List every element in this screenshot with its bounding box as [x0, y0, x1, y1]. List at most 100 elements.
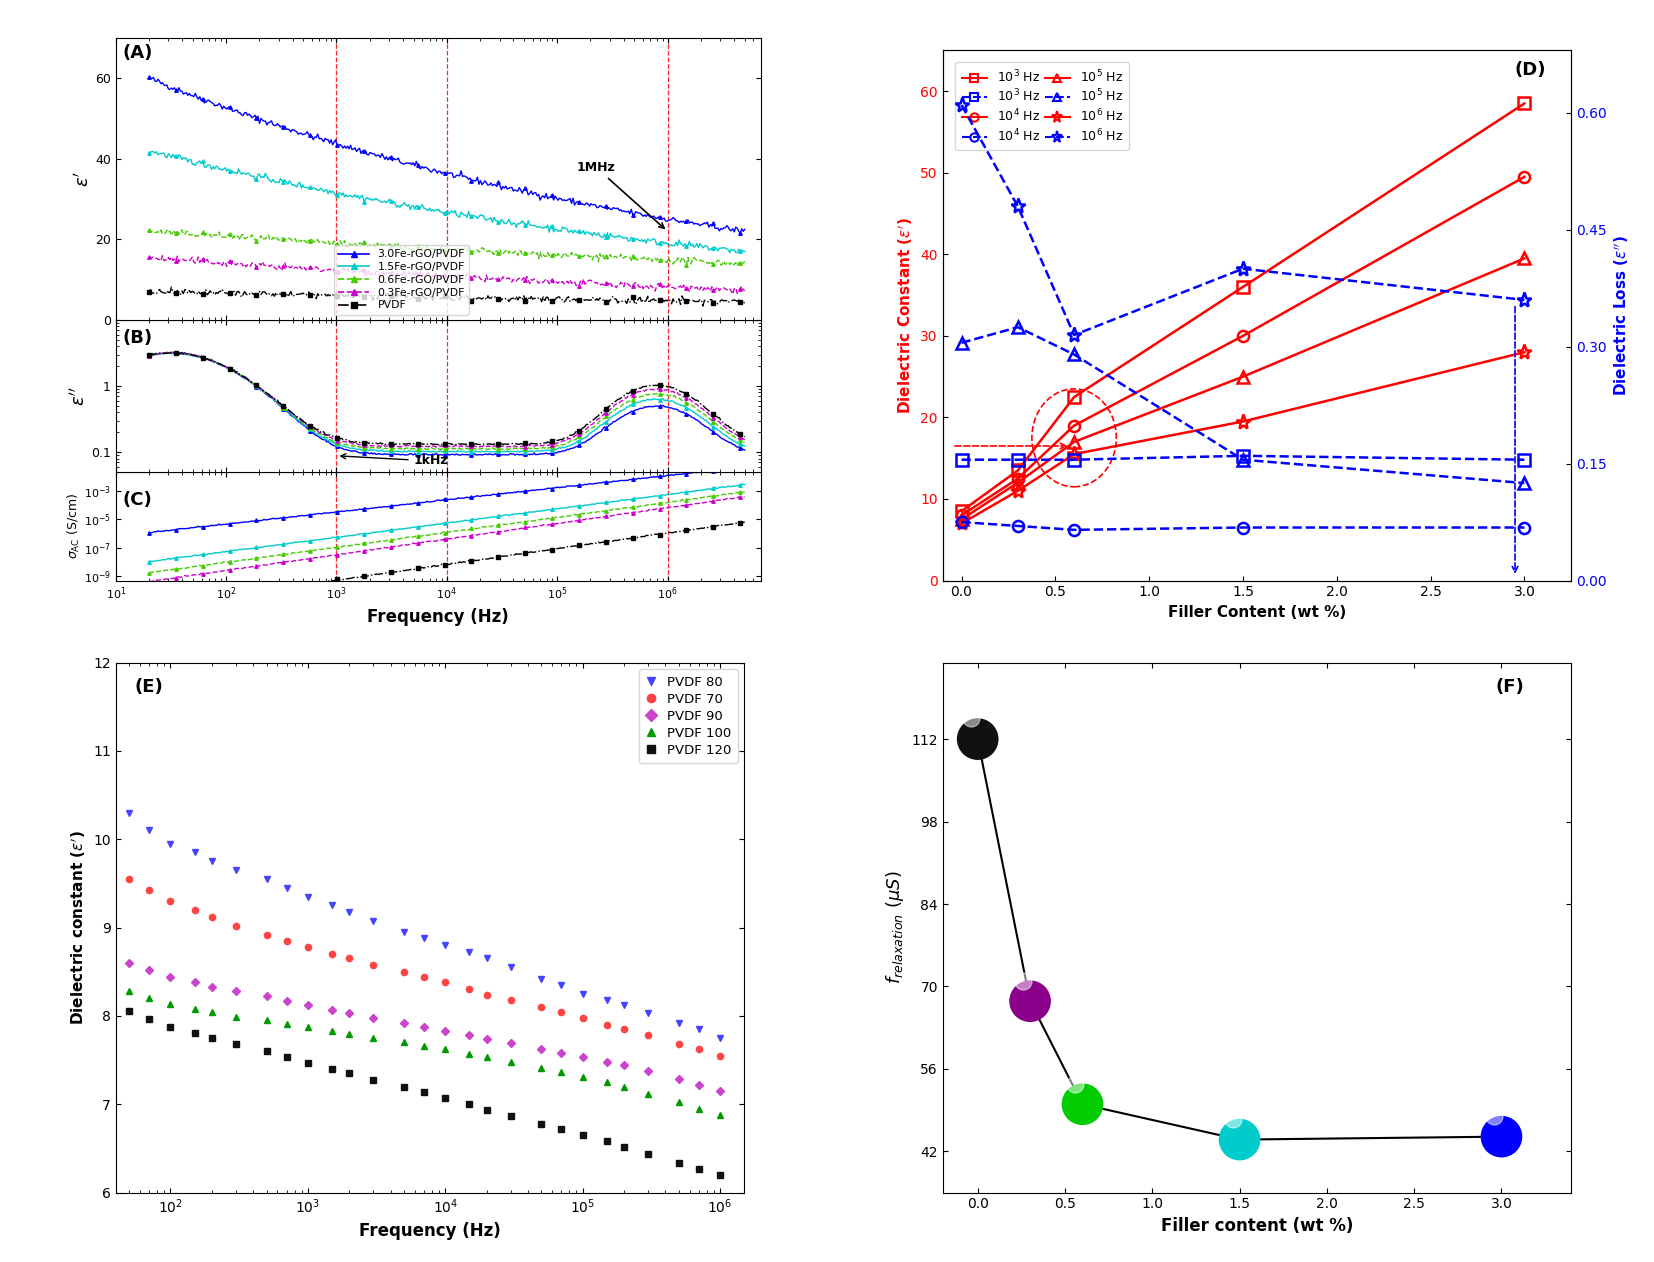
- PVDF 70: [160, 893, 180, 909]
- PVDF 120: [435, 1090, 455, 1106]
- PVDF 120: [339, 1065, 359, 1080]
- PVDF 70: [185, 902, 205, 917]
- PVDF: [377, 286, 397, 302]
- PVDF 80: [614, 998, 633, 1013]
- Text: (A): (A): [122, 44, 152, 62]
- PVDF 100: [160, 997, 180, 1012]
- PVDF 90: [323, 1002, 342, 1017]
- Point: [1226, 1129, 1252, 1150]
- PVDF 100: [364, 1031, 384, 1046]
- 0.3Fe-rGO/PVDF: [574, 271, 594, 286]
- PVDF 80: [501, 959, 521, 974]
- 0.3Fe-rGO/PVDF: [334, 261, 354, 276]
- PVDF 100: [119, 983, 139, 998]
- 0.6Fe-rGO/PVDF: [334, 233, 354, 249]
- PVDF: [139, 284, 159, 299]
- PVDF: [516, 293, 536, 308]
- PVDF 90: [710, 1083, 729, 1098]
- PVDF 70: [339, 952, 359, 967]
- PVDF 80: [185, 846, 205, 861]
- PVDF 70: [435, 974, 455, 989]
- 1.5Fe-rGO/PVDF: [726, 245, 746, 260]
- PVDF 100: [256, 1013, 276, 1029]
- PVDF 100: [460, 1046, 480, 1061]
- 0.3Fe-rGO/PVDF: [516, 273, 536, 288]
- PVDF 90: [339, 1006, 359, 1021]
- PVDF 80: [364, 912, 384, 928]
- Point: [1219, 1109, 1245, 1129]
- Y-axis label: Dielectric constant ($\varepsilon^\prime$): Dielectric constant ($\varepsilon^\prime…: [69, 830, 88, 1025]
- PVDF 70: [139, 883, 159, 899]
- PVDF: [334, 289, 354, 304]
- PVDF 90: [476, 1031, 496, 1046]
- 1.5Fe-rGO/PVDF: [571, 223, 590, 239]
- 3.0Fe-rGO/PVDF: [734, 222, 754, 237]
- Legend: 3.0Fe-rGO/PVDF, 1.5Fe-rGO/PVDF, 0.6Fe-rGO/PVDF, 0.3Fe-rGO/PVDF, PVDF: 3.0Fe-rGO/PVDF, 1.5Fe-rGO/PVDF, 0.6Fe-rG…: [334, 245, 470, 314]
- 0.6Fe-rGO/PVDF: [212, 230, 232, 245]
- PVDF 100: [394, 1035, 414, 1050]
- PVDF 100: [435, 1042, 455, 1058]
- PVDF 90: [160, 969, 180, 984]
- PVDF 120: [202, 1031, 222, 1046]
- 0.6Fe-rGO/PVDF: [172, 222, 192, 237]
- PVDF 70: [501, 992, 521, 1007]
- X-axis label: Frequency (Hz): Frequency (Hz): [359, 1222, 501, 1239]
- Legend: PVDF 80, PVDF 70, PVDF 90, PVDF 100, PVDF 120: PVDF 80, PVDF 70, PVDF 90, PVDF 100, PVD…: [638, 669, 738, 764]
- PVDF 120: [572, 1128, 592, 1143]
- PVDF 80: [460, 945, 480, 960]
- PVDF 80: [710, 1031, 729, 1046]
- PVDF 70: [414, 969, 433, 984]
- PVDF 120: [160, 1018, 180, 1034]
- PVDF 100: [551, 1064, 571, 1079]
- PVDF 80: [690, 1022, 710, 1037]
- PVDF 100: [501, 1054, 521, 1069]
- PVDF 120: [710, 1167, 729, 1182]
- PVDF 120: [476, 1102, 496, 1117]
- PVDF 120: [119, 1005, 139, 1020]
- PVDF 120: [531, 1116, 551, 1131]
- PVDF 100: [227, 1010, 246, 1025]
- 3.0Fe-rGO/PVDF: [569, 194, 589, 209]
- PVDF 80: [227, 863, 246, 878]
- PVDF 120: [460, 1097, 480, 1112]
- PVDF 120: [394, 1079, 414, 1094]
- PVDF 80: [668, 1016, 688, 1031]
- PVDF 100: [690, 1100, 710, 1117]
- PVDF 120: [139, 1012, 159, 1027]
- PVDF 90: [276, 993, 296, 1008]
- PVDF 100: [202, 1005, 222, 1020]
- PVDF 70: [638, 1027, 658, 1042]
- PVDF 120: [414, 1084, 433, 1099]
- PVDF 70: [668, 1036, 688, 1051]
- PVDF 100: [614, 1079, 633, 1094]
- PVDF 80: [202, 854, 222, 870]
- PVDF 80: [139, 823, 159, 838]
- PVDF 70: [710, 1049, 729, 1064]
- PVDF 80: [638, 1006, 658, 1021]
- PVDF 100: [476, 1050, 496, 1065]
- PVDF 70: [323, 946, 342, 962]
- X-axis label: Filler Content (wt %): Filler Content (wt %): [1168, 604, 1346, 620]
- PVDF 90: [119, 955, 139, 970]
- Text: 1kHz: 1kHz: [341, 454, 448, 467]
- Line: PVDF 90: PVDF 90: [126, 960, 723, 1094]
- Line: 3.0Fe-rGO/PVDF: 3.0Fe-rGO/PVDF: [147, 76, 746, 235]
- PVDF 80: [298, 890, 318, 905]
- PVDF 120: [501, 1108, 521, 1123]
- PVDF 70: [690, 1042, 710, 1058]
- PVDF 120: [227, 1036, 246, 1051]
- PVDF: [693, 299, 713, 314]
- Line: PVDF 80: PVDF 80: [126, 810, 723, 1041]
- 0.6Fe-rGO/PVDF: [377, 237, 397, 252]
- 0.3Fe-rGO/PVDF: [571, 274, 590, 289]
- Y-axis label: Dielectric Constant ($\varepsilon^\prime$): Dielectric Constant ($\varepsilon^\prime…: [896, 217, 915, 414]
- PVDF 70: [202, 910, 222, 925]
- PVDF 100: [710, 1107, 729, 1122]
- PVDF 80: [435, 938, 455, 953]
- Y-axis label: $f_{relaxation}\ (\mu S)$: $f_{relaxation}\ (\mu S)$: [883, 871, 906, 984]
- 1.5Fe-rGO/PVDF: [574, 223, 594, 239]
- PVDF 100: [638, 1087, 658, 1102]
- PVDF 90: [614, 1058, 633, 1073]
- Text: (D): (D): [1515, 61, 1546, 80]
- PVDF 70: [227, 919, 246, 934]
